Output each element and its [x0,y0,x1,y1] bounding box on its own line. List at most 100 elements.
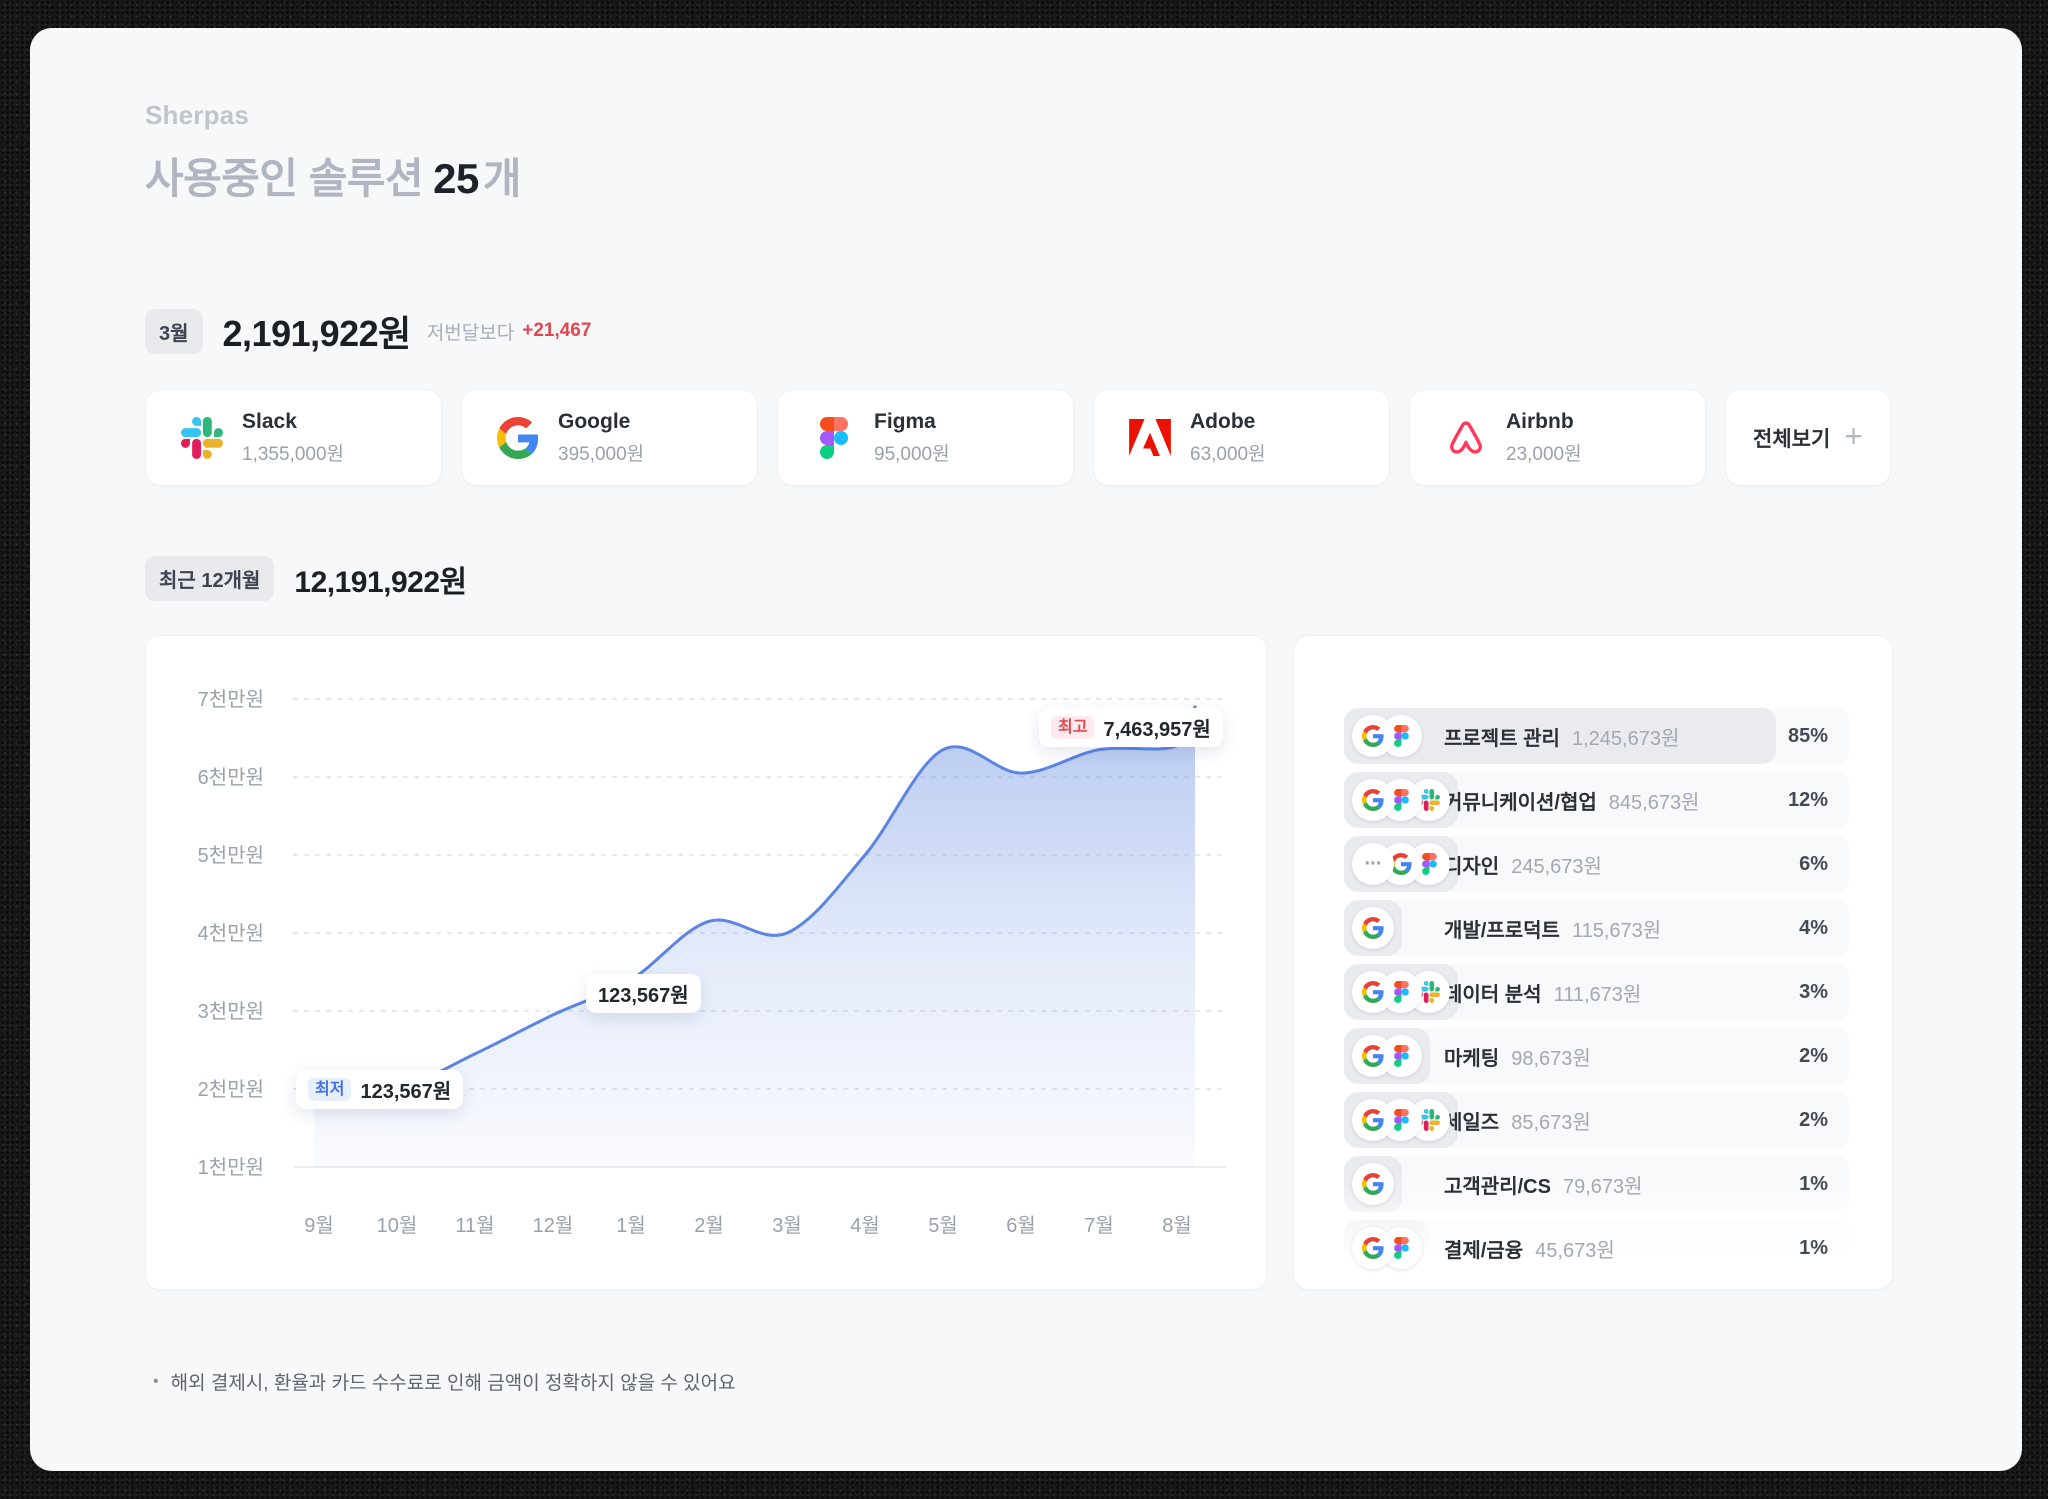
category-label: 고객관리/CS [1444,1175,1551,1198]
google-service-icon [1352,779,1394,821]
y-axis-label: 1천만원 [198,1156,264,1179]
solution-amount: 63,000원 [1190,443,1266,465]
chart-mid-annotation: 123,567원 [586,974,701,1013]
figma-logo-icon [1393,1045,1409,1067]
y-axis-label: 4천만원 [198,922,264,945]
airbnb-logo-icon [1450,420,1482,454]
slack-logo-icon [181,416,223,459]
dashboard-content: Sherpas 사용중인 솔루션 25개 3월 2,191,922원 저번달보다 … [145,100,1893,1460]
x-axis-label: 4월 [850,1214,880,1237]
figma-logo-icon [1421,853,1437,875]
category-row[interactable]: 프로젝트 관리 1,245,673원 85% [1344,708,1850,764]
category-label: 개발/프로덕트 [1444,919,1560,942]
solution-card-adobe[interactable]: Adobe 63,000원 [1093,389,1390,486]
period-badge[interactable]: 최근 12개월 [145,556,275,601]
solution-name: Airbnb [1506,409,1574,433]
category-amount: 1,245,673원 [1571,727,1680,750]
category-row[interactable]: 마케팅 98,673원 2% [1344,1028,1850,1084]
google-logo-icon [1362,1173,1384,1195]
x-axis-label: 3월 [772,1214,802,1237]
month-amount: 2,191,922원 [222,313,412,354]
solution-name: Adobe [1190,409,1256,433]
adobe-logo-icon [1129,419,1171,456]
google-logo-icon [1362,725,1384,747]
category-amount: 115,673원 [1571,919,1662,942]
google-service-icon [1352,715,1394,757]
solution-name: Google [558,409,631,433]
y-axis-label: 3천만원 [198,1000,264,1023]
solution-name: Slack [242,409,297,433]
google-logo-icon [1362,981,1384,1003]
x-axis-label: 10월 [377,1214,418,1237]
area-chart: 7천만원 6천만원 5천만원 4천만원 3천만원 2천만원 1천만원 9월 10월 11월 12월 1… [198,688,1227,1237]
figma-logo-icon [1393,725,1409,747]
solution-card-slack[interactable]: Slack 1,355,000원 [145,389,442,486]
bullet-icon: • [153,1372,159,1390]
footnote-text: 해외 결제시, 환율과 카드 수수료로 인해 금액이 정확하지 않을 수 있어요 [170,1373,736,1394]
view-all-label: 전체보기 [1753,427,1831,451]
category-row[interactable]: 커뮤니케이션/협업 845,673원 12% [1344,772,1850,828]
solution-card-airbnb[interactable]: Airbnb 23,000원 [1409,389,1706,486]
category-percent: 6% [1799,852,1828,875]
solution-card-google[interactable]: Google 395,000원 [461,389,758,486]
category-label: 세일즈 [1444,1111,1500,1134]
solution-amount: 23,000원 [1506,443,1582,465]
brand-title: Sherpas [145,100,250,130]
month-badge[interactable]: 3월 [145,308,203,354]
category-amount: 845,673원 [1608,791,1700,814]
x-axis-label: 5월 [928,1214,958,1237]
figma-logo-icon [1393,1237,1409,1259]
solution-amount: 95,000원 [874,443,950,465]
category-amount: 245,673원 [1511,855,1602,878]
google-logo-icon [497,416,539,459]
category-percent: 4% [1799,916,1828,939]
category-amount: 45,673원 [1535,1239,1615,1262]
y-axis-label: 6천만원 [198,766,264,789]
google-service-icon [1352,1163,1394,1205]
figma-logo-icon [1393,789,1409,811]
solution-cards-row: Slack 1,355,000원 Google 395,000원 Figma 9… [145,389,1891,486]
category-row[interactable]: 데이터 분석 111,673원 3% [1344,964,1850,1020]
category-label: 커뮤니케이션/협업 [1444,791,1597,814]
category-row[interactable]: 세일즈 85,673원 2% [1344,1092,1850,1148]
category-row[interactable]: ··· 디자인 245,673원 6% [1344,836,1850,892]
category-row[interactable]: 결제/금융 45,673원 1% [1344,1220,1850,1276]
x-axis-label: 12월 [533,1214,574,1237]
category-row[interactable]: 개발/프로덕트 115,673원 4% [1344,900,1850,956]
y-axis-label: 5천만원 [198,844,264,867]
solution-count: 25 [433,155,479,202]
google-logo-icon [1362,917,1384,939]
x-axis-label: 1월 [616,1214,646,1237]
category-label: 프로젝트 관리 [1444,727,1560,750]
category-row[interactable]: 고객관리/CS 79,673원 1% [1344,1156,1850,1212]
google-logo-icon [1362,1045,1384,1067]
google-service-icon [1352,907,1394,949]
x-axis-label: 8월 [1162,1214,1192,1237]
trend-line [312,705,1197,1099]
min-value: 123,567원 [360,1081,452,1103]
month-summary: 3월 2,191,922원 저번달보다 +21,467 [145,305,591,357]
google-logo-icon [1362,1109,1384,1131]
x-axis-label: 2월 [694,1214,724,1237]
view-all-button[interactable]: 전체보기 [1725,389,1891,486]
category-percent: 2% [1799,1044,1828,1067]
x-axis-label: 6월 [1006,1214,1036,1237]
google-logo-icon [1362,1237,1384,1259]
google-service-icon [1352,1227,1394,1269]
y-axis-label: 7천만원 [198,688,264,711]
x-axis-label: 9월 [304,1214,334,1237]
category-percent: 12% [1787,788,1828,811]
google-service-icon [1352,1035,1394,1077]
solution-amount: 1,355,000원 [242,443,345,465]
category-percent: 1% [1799,1236,1828,1259]
google-logo-icon [1362,789,1384,811]
spend-trend-chart-card: 7천만원 6천만원 5천만원 4천만원 3천만원 2천만원 1천만원 9월 10월 11월 12월 1… [145,635,1267,1290]
solution-card-figma[interactable]: Figma 95,000원 [777,389,1074,486]
category-label: 데이터 분석 [1444,983,1542,1006]
figma-logo-icon [820,416,848,459]
category-amount: 111,673원 [1553,983,1642,1006]
category-label: 디자인 [1444,855,1500,878]
plus-icon [1844,420,1863,452]
max-badge: 최고 [1051,715,1095,740]
category-amount: 98,673원 [1511,1047,1591,1070]
